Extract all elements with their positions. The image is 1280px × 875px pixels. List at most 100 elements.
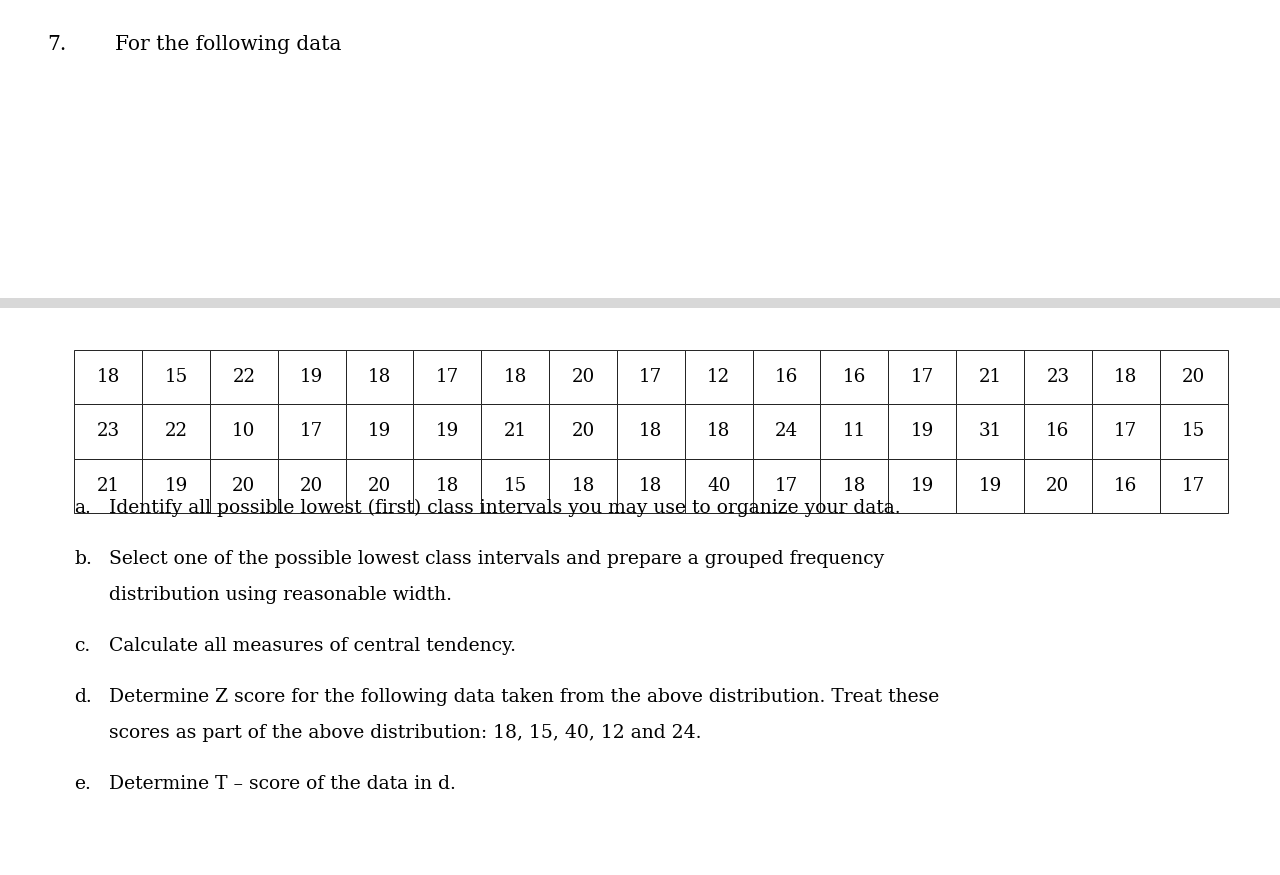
Text: 12: 12 [707, 368, 731, 386]
Text: 20: 20 [1181, 368, 1206, 386]
Bar [74, 404, 142, 458]
Text: 20: 20 [367, 477, 392, 494]
Bar [1024, 350, 1092, 404]
Bar [278, 458, 346, 513]
Text: 18: 18 [435, 477, 460, 494]
Text: 22: 22 [233, 368, 255, 386]
Text: 31: 31 [978, 423, 1002, 440]
Bar [820, 404, 888, 458]
Text: 19: 19 [435, 423, 460, 440]
Text: 22: 22 [165, 423, 187, 440]
Text: 16: 16 [1046, 423, 1070, 440]
Text: 17: 17 [910, 368, 934, 386]
Bar [617, 458, 685, 513]
Bar [549, 350, 617, 404]
Text: 21: 21 [503, 423, 527, 440]
Bar [413, 350, 481, 404]
Text: Calculate all measures of central tendency.: Calculate all measures of central tenden… [109, 637, 516, 655]
Text: 20: 20 [571, 368, 595, 386]
Text: 17: 17 [639, 368, 663, 386]
Text: d.: d. [74, 688, 92, 706]
Text: 19: 19 [978, 477, 1002, 494]
Text: 17: 17 [774, 477, 799, 494]
Text: 18: 18 [96, 368, 120, 386]
Bar [685, 350, 753, 404]
Bar [753, 458, 820, 513]
Bar [481, 458, 549, 513]
Bar [549, 404, 617, 458]
Text: 15: 15 [1181, 423, 1206, 440]
Bar [820, 458, 888, 513]
Bar [210, 458, 278, 513]
Bar [1092, 350, 1160, 404]
Text: 24: 24 [774, 423, 799, 440]
Text: 18: 18 [571, 477, 595, 494]
Bar [210, 350, 278, 404]
Text: a.: a. [74, 499, 91, 517]
Text: distribution using reasonable width.: distribution using reasonable width. [109, 586, 452, 605]
Text: Identify all possible lowest (first) class intervals you may use to organize you: Identify all possible lowest (first) cla… [109, 499, 900, 517]
Text: 15: 15 [503, 477, 527, 494]
Bar [956, 350, 1024, 404]
Bar [1160, 404, 1228, 458]
Text: 19: 19 [300, 368, 324, 386]
Text: 17: 17 [1181, 477, 1206, 494]
Bar [142, 350, 210, 404]
Text: e.: e. [74, 775, 91, 794]
Bar [1092, 404, 1160, 458]
Bar [888, 350, 956, 404]
Bar [820, 350, 888, 404]
Text: 18: 18 [1114, 368, 1138, 386]
Text: Determine T – score of the data in d.: Determine T – score of the data in d. [109, 775, 456, 794]
Bar [481, 350, 549, 404]
Text: 17: 17 [1114, 423, 1138, 440]
Text: Determine Z score for the following data taken from the above distribution. Trea: Determine Z score for the following data… [109, 688, 940, 706]
Text: 20: 20 [1046, 477, 1070, 494]
Bar [413, 404, 481, 458]
Text: 20: 20 [300, 477, 324, 494]
Text: 7.: 7. [47, 35, 67, 54]
Bar [888, 458, 956, 513]
Text: 20: 20 [232, 477, 256, 494]
Text: 18: 18 [367, 368, 392, 386]
Bar [74, 458, 142, 513]
Text: 15: 15 [164, 368, 188, 386]
Text: 17: 17 [300, 423, 324, 440]
Bar [617, 350, 685, 404]
Text: 19: 19 [910, 477, 934, 494]
Text: 19: 19 [910, 423, 934, 440]
Bar [346, 404, 413, 458]
Bar [617, 404, 685, 458]
Text: Select one of the possible lowest class intervals and prepare a grouped frequenc: Select one of the possible lowest class … [109, 550, 884, 568]
Bar [1024, 404, 1092, 458]
Bar [1092, 458, 1160, 513]
Bar [278, 350, 346, 404]
Text: 21: 21 [96, 477, 120, 494]
Text: 19: 19 [164, 477, 188, 494]
Bar [753, 350, 820, 404]
Bar [74, 350, 142, 404]
Bar [549, 458, 617, 513]
Bar [753, 404, 820, 458]
Text: c.: c. [74, 637, 91, 655]
Bar [278, 404, 346, 458]
Bar [685, 458, 753, 513]
Bar [413, 458, 481, 513]
Bar [210, 404, 278, 458]
Bar [685, 404, 753, 458]
Text: 19: 19 [367, 423, 392, 440]
Text: For the following data: For the following data [115, 35, 342, 54]
Text: 11: 11 [842, 423, 867, 440]
Bar [1160, 350, 1228, 404]
Bar [1024, 458, 1092, 513]
Text: b.: b. [74, 550, 92, 568]
Text: 18: 18 [639, 477, 663, 494]
Bar [142, 404, 210, 458]
Text: 17: 17 [435, 368, 460, 386]
Text: 16: 16 [1114, 477, 1138, 494]
Bar [481, 404, 549, 458]
Text: 16: 16 [774, 368, 799, 386]
Text: 18: 18 [639, 423, 663, 440]
Bar [346, 350, 413, 404]
Text: 18: 18 [707, 423, 731, 440]
